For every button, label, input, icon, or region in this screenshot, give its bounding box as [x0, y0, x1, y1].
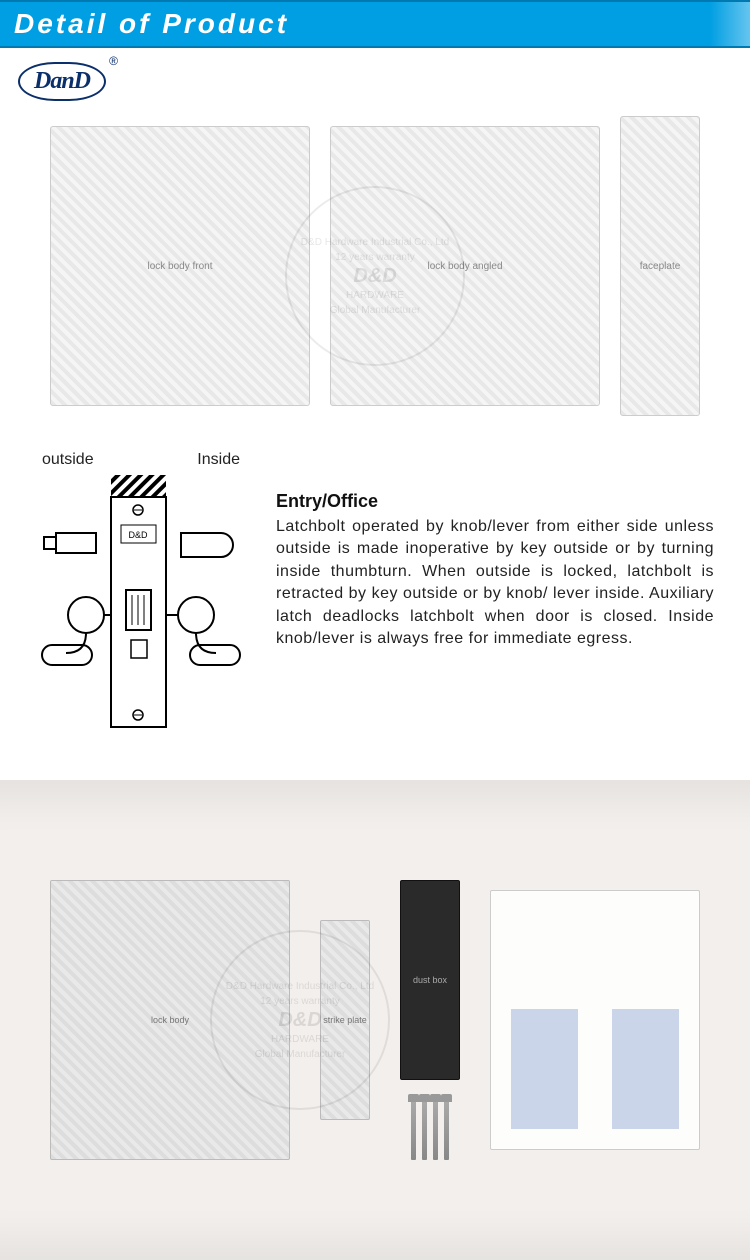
diagram-brand-text: D&D [128, 530, 148, 540]
pkg-paper-template [490, 890, 700, 1150]
brand-logo: DanD [18, 62, 106, 101]
description-column: Entry/Office Latchbolt operated by knob/… [276, 451, 714, 740]
screw-icon [433, 1100, 438, 1160]
header-bar: Detail of Product [0, 0, 750, 48]
photo-label: lock body front [147, 261, 212, 272]
lock-line-diagram: D&D [36, 475, 246, 735]
pkg-screws [411, 1100, 449, 1160]
screw-icon [422, 1100, 427, 1160]
description-title: Entry/Office [276, 491, 714, 512]
pkg-label: strike plate [323, 1015, 367, 1025]
screw-icon [411, 1100, 416, 1160]
diagram-column: outside Inside D&D [36, 451, 246, 740]
brand-logo-text: DanD [34, 68, 90, 94]
product-photo-strip: lock body front lock body angled facepla… [0, 111, 750, 441]
pkg-dust-box: dust box [400, 880, 460, 1080]
logo-row: DanD [0, 48, 750, 111]
product-photo-front: lock body front [50, 126, 310, 406]
screw-icon [444, 1100, 449, 1160]
diagram-side-labels: outside Inside [36, 451, 246, 469]
pkg-center-stack: dust box [400, 880, 460, 1160]
pkg-label: lock body [151, 1015, 189, 1025]
photo-label: faceplate [640, 261, 681, 272]
product-photo-faceplate: faceplate [620, 116, 700, 416]
description-body: Latchbolt operated by knob/lever from ei… [276, 516, 714, 650]
description-row: outside Inside D&D [0, 441, 750, 780]
label-outside: outside [42, 451, 94, 469]
package-contents-photo: lock body strike plate dust box D&D Hard… [0, 780, 750, 1260]
pkg-lock-body: lock body [50, 880, 290, 1160]
label-inside: Inside [197, 451, 240, 469]
pkg-strike-plate: strike plate [320, 920, 370, 1120]
page-title: Detail of Product [14, 8, 289, 40]
product-photo-angled: lock body angled [330, 126, 600, 406]
pkg-label: dust box [413, 975, 447, 985]
photo-label: lock body angled [427, 261, 502, 272]
